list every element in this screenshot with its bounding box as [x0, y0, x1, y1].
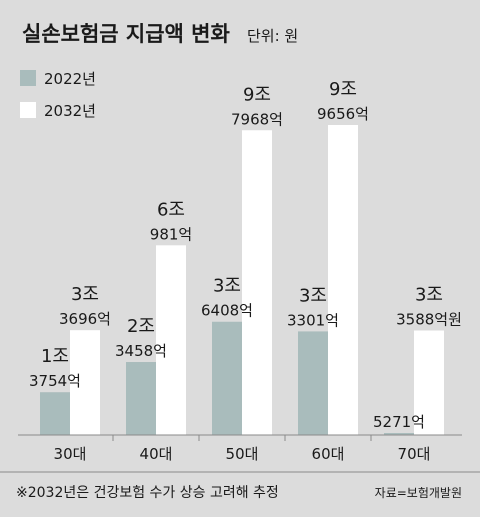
bar-40대-2022년 [126, 362, 156, 435]
data-label-40대-2022년-0: 2조 [127, 316, 155, 337]
bar-30대-2032년 [70, 330, 100, 435]
data-label-30대-2032년-1: 3696억 [59, 310, 111, 328]
data-label-60대-2032년-1: 9656억 [317, 105, 369, 123]
bar-50대-2022년 [212, 321, 242, 435]
unit-label: 단위: 원 [247, 27, 298, 45]
data-label-60대-2032년-0: 9조 [329, 79, 357, 100]
x-tick-60대: 60대 [312, 445, 345, 463]
data-label-30대-2022년-0: 1조 [41, 346, 69, 367]
data-label-50대-2022년-1: 6408억 [201, 302, 253, 320]
footnote: ※2032년은 건강보험 수가 상승 고려해 추정 [16, 485, 279, 501]
bar-60대-2022년 [298, 331, 328, 435]
data-label-50대-2022년-0: 3조 [213, 276, 241, 297]
source-note: 자료=보험개발원 [375, 486, 462, 500]
data-label-40대-2022년-1: 3458억 [115, 342, 167, 360]
data-label-50대-2032년-1: 7968억 [231, 110, 283, 128]
x-tick-50대: 50대 [226, 445, 259, 463]
data-label-30대-2022년-1: 3754억 [29, 372, 81, 390]
data-label-70대-2032년-0: 3조 [415, 285, 443, 306]
data-label-40대-2032년-1: 981억 [150, 225, 192, 243]
legend-swatch-2032 [20, 102, 36, 118]
legend-label-2022: 2022년 [44, 70, 96, 88]
data-label-70대-2032년-1: 3588억원 [396, 311, 462, 329]
bar-30대-2022년 [40, 392, 70, 435]
bar-70대-2022년 [384, 433, 414, 435]
bar-40대-2032년 [156, 245, 186, 435]
data-label-30대-2032년-0: 3조 [71, 284, 99, 305]
data-label-60대-2022년-0: 3조 [299, 285, 327, 306]
x-tick-30대: 30대 [54, 445, 87, 463]
bar-70대-2032년 [414, 330, 444, 435]
legend-label-2032: 2032년 [44, 102, 96, 120]
chart-title: 실손보험금 지급액 변화 [22, 22, 231, 46]
x-axis-ticks: 30대 40대 50대 60대 70대 [54, 435, 431, 463]
data-label-70대-2022년-0: 5271억 [373, 413, 425, 431]
bars-group [40, 125, 444, 436]
data-label-50대-2032년-0: 9조 [243, 84, 271, 105]
legend-swatch-2022 [20, 70, 36, 86]
x-tick-70대: 70대 [398, 445, 431, 463]
data-label-60대-2022년-1: 3301억 [287, 311, 339, 329]
data-label-40대-2032년-0: 6조 [157, 199, 185, 220]
data-labels-group: 1조 3754억 3조 3696억 2조 3458억 6조 981억 3조 6408억 9조 7968… [29, 79, 462, 431]
bar-50대-2032년 [242, 130, 272, 436]
bar-60대-2032년 [328, 125, 358, 435]
x-tick-40대: 40대 [140, 445, 173, 463]
